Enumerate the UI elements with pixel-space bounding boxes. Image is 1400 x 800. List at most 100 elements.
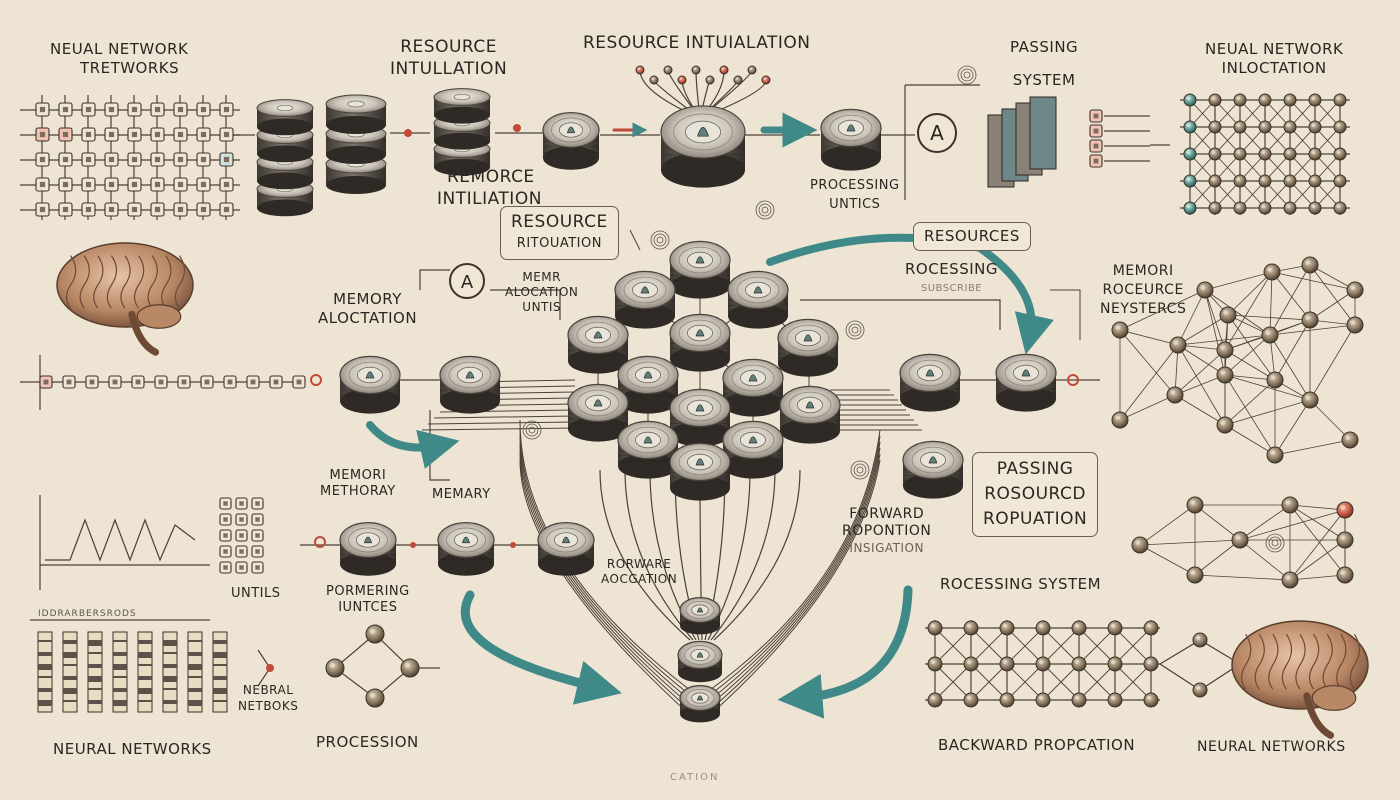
network-node [1336, 566, 1354, 584]
grid-cell [81, 152, 96, 167]
grid-cell [235, 513, 248, 526]
disc-node [995, 353, 1057, 412]
mesh-node [1333, 120, 1347, 134]
grid-cell [251, 497, 264, 510]
mesh-node [1283, 201, 1297, 215]
network-node [1192, 682, 1208, 698]
label-processing-untics: PROCESSING UNTICS [810, 178, 900, 212]
connector-dot [1067, 374, 1079, 386]
wire-end-node [719, 65, 729, 75]
connector-dot [266, 664, 274, 672]
barcode-bar [187, 631, 203, 713]
grid-cell [58, 177, 73, 192]
label-untils: UNTILS [231, 586, 281, 601]
grid-cell [81, 127, 96, 142]
barcode-bar [87, 631, 103, 713]
label-passing-box: PASSING ROSOURCD ROPUATION [972, 452, 1099, 537]
network-node [1266, 446, 1284, 464]
grid-cell [108, 375, 122, 389]
mesh-node [1107, 620, 1123, 636]
grid-cell [219, 561, 232, 574]
spiral-icon [850, 460, 870, 480]
mesh-node [1208, 201, 1222, 215]
grid-cell [127, 102, 142, 117]
grid-cell [104, 102, 119, 117]
network-node [1192, 632, 1208, 648]
cluster-disc-node [779, 385, 841, 444]
grid-cell [219, 127, 234, 142]
label-neural-networks-right: NEURAL NETWORKS [1197, 739, 1346, 755]
barcode-bar [62, 631, 78, 713]
network-node [1266, 371, 1284, 389]
disc-node [679, 596, 721, 635]
storage-stack [256, 99, 314, 217]
connector-dot [310, 374, 322, 386]
mesh-node [927, 692, 943, 708]
grid-cell [246, 375, 260, 389]
svg-text:A: A [930, 121, 944, 145]
flow-arrow [366, 421, 460, 469]
grid-cell [35, 202, 50, 217]
barcode-bar [37, 631, 53, 713]
flow-arrow [460, 590, 622, 705]
mesh-node [1233, 174, 1247, 188]
network-node [1281, 571, 1299, 589]
grid-cell [223, 375, 237, 389]
mesh-node [1143, 692, 1159, 708]
grid-cell [35, 152, 50, 167]
wire-end-node [635, 65, 645, 75]
label-nebral: NEBRAL NETBOKS [238, 683, 299, 713]
label-passing-system: PASSING SYSTEM [1010, 38, 1079, 89]
cluster-disc-node [669, 313, 731, 372]
wire-end-node [705, 75, 715, 85]
disc-node [820, 108, 882, 171]
barcode-bar [112, 631, 128, 713]
label-roccessing-system: ROCESSING SYSTEM [940, 575, 1102, 593]
grid-cell [173, 102, 188, 117]
label-pormering: PORMERING IUNTCES [326, 584, 410, 615]
grid-cell [62, 375, 76, 389]
network-node [1216, 416, 1234, 434]
network-node [325, 658, 345, 678]
label-memary: MEMARY [432, 487, 491, 502]
mesh-node [1143, 620, 1159, 636]
mesh-node [1035, 692, 1051, 708]
cluster-disc-node [617, 355, 679, 414]
a-node: A [917, 113, 957, 153]
cluster-disc-node [669, 388, 731, 447]
grid-cell [200, 375, 214, 389]
mesh-node [1071, 620, 1087, 636]
grid-cell [58, 152, 73, 167]
label-neural-networks-left: NEURAL NETWORKS [53, 740, 212, 758]
grid-cell [150, 177, 165, 192]
grid-cell [177, 375, 191, 389]
label-allocation-units: MEMR ALOCATION UNTIS [505, 270, 579, 314]
a-node: A [449, 263, 485, 299]
grid-cell [81, 202, 96, 217]
mesh-node [1308, 174, 1322, 188]
network-node [1346, 281, 1364, 299]
mesh-node [1107, 692, 1123, 708]
mesh-node [1183, 93, 1197, 107]
mesh-node [1183, 201, 1197, 215]
mesh-node [1258, 174, 1272, 188]
disc-node [339, 355, 401, 414]
grid-cell [219, 497, 232, 510]
connector-dot [510, 542, 516, 548]
network-node [1336, 531, 1354, 549]
spiral-icon [1265, 533, 1285, 553]
grid-cell [235, 529, 248, 542]
network-node [365, 688, 385, 708]
wire-end-node [733, 75, 743, 85]
mesh-node [1308, 93, 1322, 107]
network-node [1216, 366, 1234, 384]
spiral-icon [755, 200, 775, 220]
network-node [1281, 496, 1299, 514]
grid-cell [251, 513, 264, 526]
mesh-node [1283, 93, 1297, 107]
grid-cell [219, 513, 232, 526]
mesh-node [1283, 147, 1297, 161]
grid-cell [58, 127, 73, 142]
disc-node [902, 440, 964, 499]
disc-node [437, 522, 495, 576]
